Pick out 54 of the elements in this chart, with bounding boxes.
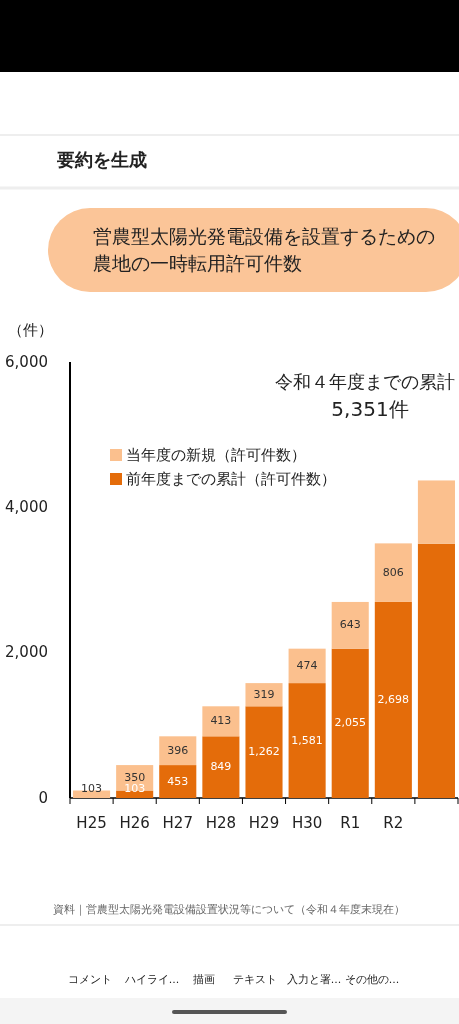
data-label: 453 (167, 774, 189, 788)
x-tick-label: R2 (383, 813, 404, 832)
chart-title: 営農型太陽光発電設備を設置するための農地の一時転用許可件数 (93, 225, 435, 274)
data-label: 396 (167, 743, 189, 757)
bar (245, 706, 283, 798)
bar (159, 736, 197, 766)
text: 資料｜営農型太陽光発電設備設置状況等について（令和４年度末現在） (53, 903, 405, 916)
data-label: 474 (296, 658, 318, 672)
bar (417, 543, 455, 798)
bar (331, 601, 369, 649)
data-label: 103 (81, 782, 103, 795)
legend-label: 前年度までの累計（許可件数） (126, 469, 336, 488)
data-label: 1,262 (248, 745, 280, 759)
x-tick-label: R1 (340, 813, 361, 832)
data-label: 806 (382, 565, 404, 579)
data-label: 350 (124, 770, 146, 784)
data-label: 2,698 (377, 692, 410, 706)
y-tick-label: 2,000 (5, 643, 48, 662)
bar (202, 706, 240, 737)
y-tick-label: 4,000 (5, 497, 48, 516)
bar (288, 648, 326, 684)
text: 入力と署... (286, 973, 342, 986)
x-tick-label: H26 (119, 813, 150, 832)
data-label: 413 (210, 714, 232, 728)
annotation: 5,351件 (331, 396, 409, 421)
data-label: 849 (210, 760, 232, 774)
bar (374, 543, 412, 602)
bar (159, 765, 197, 798)
text: ハイライ... (123, 973, 180, 986)
data-label: 1,581 (291, 733, 323, 747)
data-label: 319 (253, 687, 275, 701)
x-tick-label: H28 (205, 813, 237, 832)
bar (245, 683, 283, 707)
data-label: 643 (339, 618, 361, 632)
bar (202, 736, 240, 798)
text: その他の... (344, 973, 400, 986)
bar (288, 683, 326, 798)
annotation: 令和４年度までの累計 (275, 371, 455, 392)
x-tick-label: H30 (291, 813, 323, 832)
y-tick-label: 0 (38, 788, 48, 807)
x-tick-label: H29 (248, 813, 280, 832)
bar (374, 601, 412, 798)
x-tick-label: H25 (76, 813, 107, 832)
text: テキスト (233, 973, 277, 986)
text: 描画 (193, 973, 215, 986)
bar (331, 648, 369, 798)
bar (417, 480, 455, 544)
y-axis-title: （件） (8, 320, 53, 339)
x-tick-label: H27 (162, 813, 193, 832)
text: コメント (68, 973, 112, 986)
y-tick-label: 6,000 (5, 352, 48, 371)
legend-label: 当年度の新規（許可件数） (126, 445, 306, 464)
data-label: 2,055 (334, 716, 366, 730)
text: 要約を生成 (56, 149, 147, 170)
